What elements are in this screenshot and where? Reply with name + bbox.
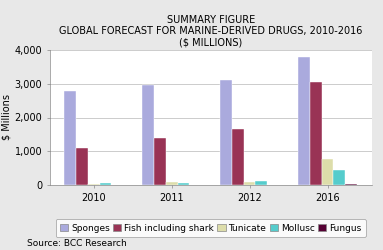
Y-axis label: $ Millions: $ Millions bbox=[2, 94, 11, 140]
Bar bbox=[345, 184, 357, 185]
Bar bbox=[244, 182, 255, 185]
Bar bbox=[88, 184, 100, 185]
Bar bbox=[154, 138, 166, 185]
Bar bbox=[142, 85, 154, 185]
Bar bbox=[220, 80, 232, 185]
Text: Source: BCC Research: Source: BCC Research bbox=[27, 238, 126, 248]
Legend: Sponges, Fish including shark, Tunicate, Mollusc, Fungus: Sponges, Fish including shark, Tunicate,… bbox=[56, 219, 366, 237]
Bar bbox=[76, 148, 88, 185]
Bar bbox=[334, 170, 345, 185]
Bar bbox=[100, 183, 111, 185]
Title: SUMMARY FIGURE
GLOBAL FORECAST FOR MARINE-DERIVED DRUGS, 2010-2016
($ MILLIONS): SUMMARY FIGURE GLOBAL FORECAST FOR MARIN… bbox=[59, 15, 362, 48]
Bar bbox=[64, 90, 76, 185]
Bar bbox=[177, 183, 189, 185]
Bar bbox=[298, 58, 310, 185]
Bar bbox=[255, 180, 267, 185]
Bar bbox=[166, 182, 177, 185]
Bar bbox=[322, 159, 334, 185]
Bar bbox=[232, 129, 244, 185]
Bar bbox=[310, 82, 322, 185]
